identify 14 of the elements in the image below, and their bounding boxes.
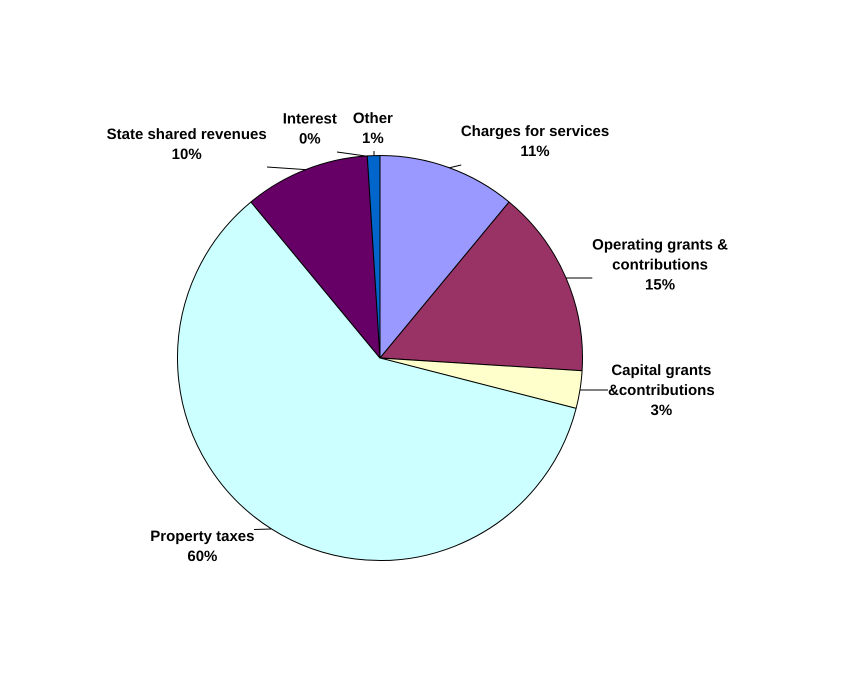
slice-label: Operating grants & contributions (592, 236, 728, 274)
data-label: 1% (362, 130, 384, 147)
text: 0% (298, 130, 321, 148)
data-label: 15% (645, 276, 676, 294)
data-label: 10% (172, 146, 202, 163)
data-label: 3% (650, 402, 672, 420)
slice-label: Capital grants &contributions (608, 362, 715, 400)
slice-label: Charges for services (460, 123, 610, 140)
slice-label: State shared revenues (106, 126, 267, 143)
data-label: 11% (520, 143, 550, 160)
slice-label: Other (352, 110, 394, 127)
category-label: Interest (282, 110, 337, 128)
slice-label: Property taxes (150, 528, 254, 546)
data-label: 60% (187, 548, 218, 566)
